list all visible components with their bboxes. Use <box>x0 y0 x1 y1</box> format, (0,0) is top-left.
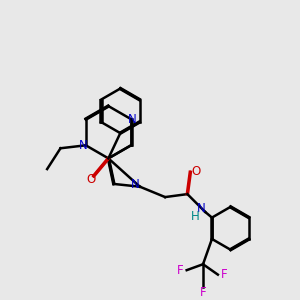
Text: F: F <box>177 264 184 277</box>
Text: N: N <box>196 202 205 215</box>
Text: F: F <box>221 268 228 281</box>
Text: N: N <box>78 139 87 152</box>
Text: N: N <box>128 113 137 126</box>
Text: N: N <box>131 178 140 191</box>
Text: F: F <box>200 286 206 299</box>
Text: O: O <box>191 165 200 178</box>
Text: H: H <box>191 210 200 223</box>
Text: O: O <box>86 173 95 186</box>
